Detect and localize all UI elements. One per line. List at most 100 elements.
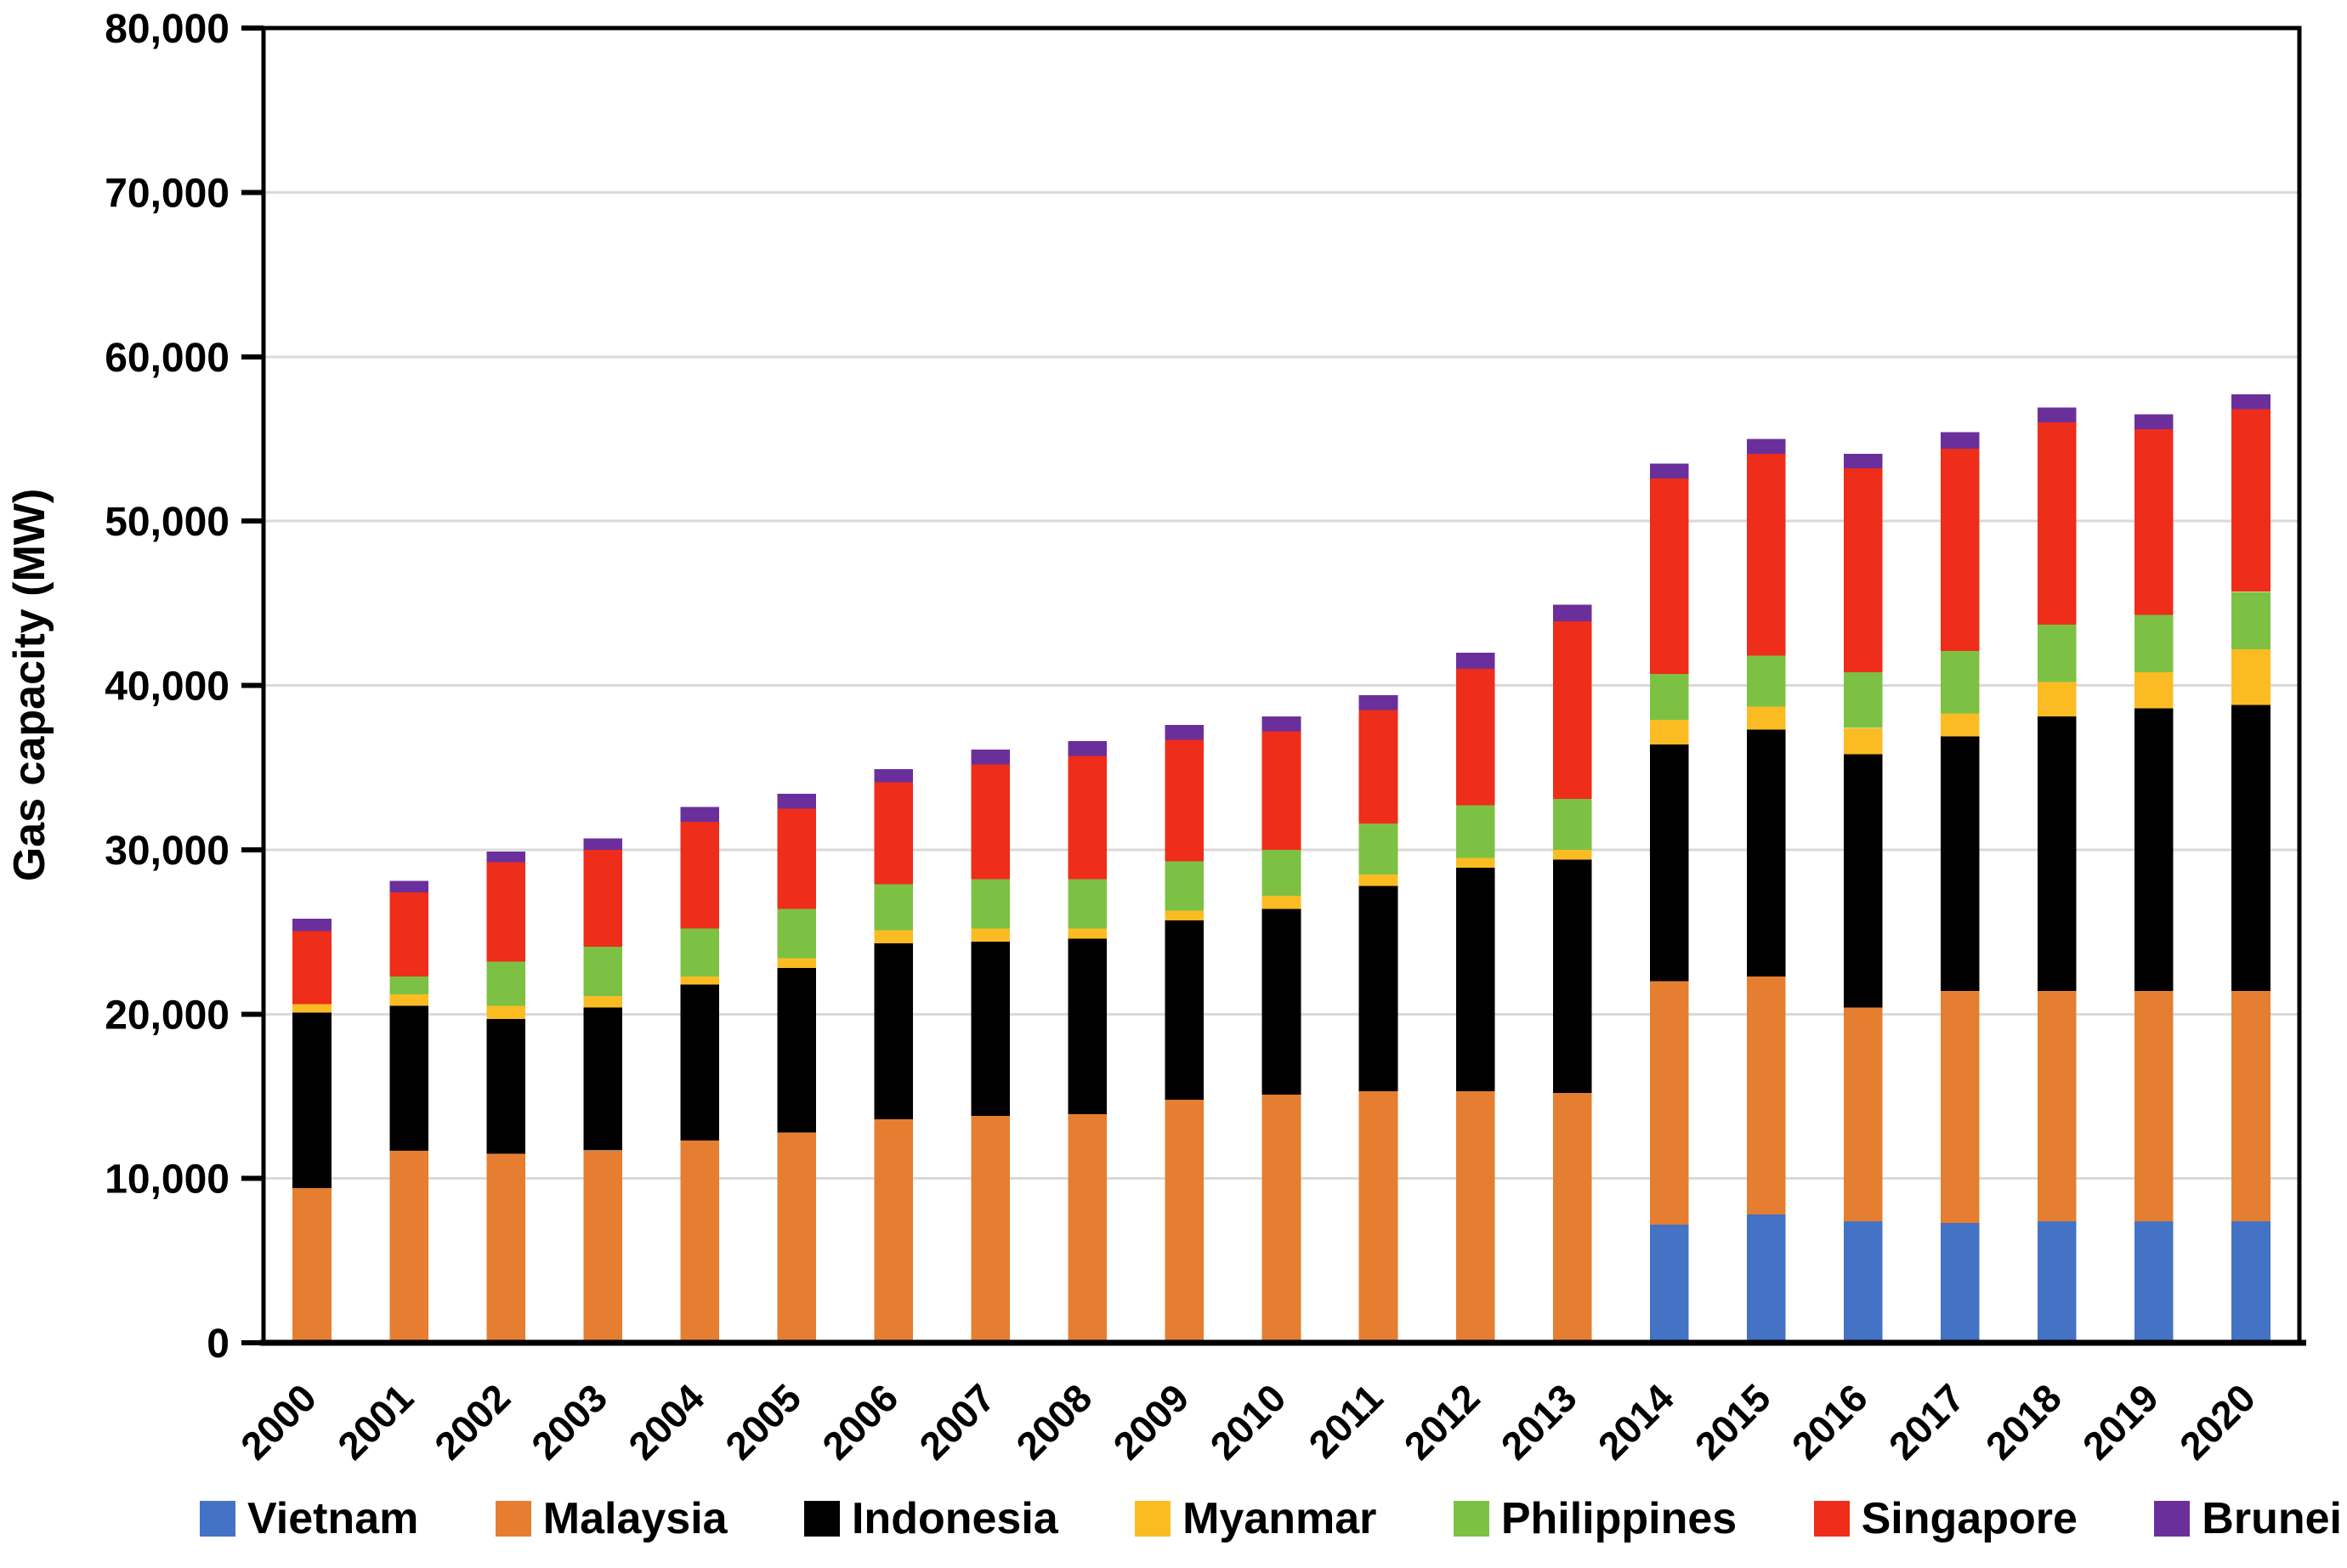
bar-2018 <box>2038 407 2077 1343</box>
bar-segment-philippines-2019 <box>2134 614 2174 672</box>
bar-2017 <box>1941 432 1980 1343</box>
bar-segment-myanmar-2000 <box>292 1004 332 1013</box>
legend-swatch-brunei <box>2154 1501 2191 1537</box>
bar-segment-myanmar-2007 <box>971 928 1011 942</box>
bar-segment-vietnam-2019 <box>2134 1220 2174 1343</box>
bar-segment-indonesia-2013 <box>1552 859 1592 1094</box>
bar-segment-philippines-2010 <box>1261 849 1301 896</box>
bar-segment-indonesia-2009 <box>1165 920 1205 1100</box>
bar-segment-singapore-2020 <box>2231 409 2270 592</box>
bar-segment-philippines-2020 <box>2231 592 2270 649</box>
bar-segment-singapore-2007 <box>971 764 1011 880</box>
legend-swatch-myanmar <box>1135 1501 1171 1537</box>
bar-segment-myanmar-2018 <box>2038 682 2077 717</box>
bar-2009 <box>1165 724 1205 1343</box>
bar-segment-brunei-2011 <box>1358 695 1398 710</box>
x-tick-label-2007: 2007 <box>910 1375 1003 1468</box>
y-axis-title: Gas capacity (MW) <box>5 489 54 881</box>
x-tick-label-2004: 2004 <box>620 1375 712 1468</box>
bar-segment-myanmar-2017 <box>1941 713 1980 737</box>
bar-2006 <box>874 769 914 1343</box>
bar-segment-malaysia-2013 <box>1552 1093 1592 1343</box>
bar-segment-singapore-2015 <box>1746 453 1786 656</box>
bar-segment-indonesia-2002 <box>486 1019 525 1154</box>
bar-segment-indonesia-2017 <box>1941 736 1980 992</box>
bar-2005 <box>777 794 817 1343</box>
x-tick-label-2012: 2012 <box>1396 1375 1488 1468</box>
bar-2002 <box>486 851 525 1343</box>
axes <box>241 25 2306 1346</box>
legend-label-philippines: Philippines <box>1500 1494 1738 1543</box>
bar-segment-singapore-2004 <box>680 822 719 929</box>
bar-segment-malaysia-2004 <box>680 1141 719 1343</box>
bar-2000 <box>292 919 332 1343</box>
bar-segment-myanmar-2013 <box>1552 849 1592 860</box>
bar-segment-philippines-2013 <box>1552 798 1592 850</box>
chart-legend: Vietnam Malaysia Indonesia Myanmar Philippin… <box>200 1480 2342 1557</box>
bar-segment-malaysia-2019 <box>2134 991 2174 1221</box>
bar-segment-myanmar-2002 <box>486 1005 525 1020</box>
bar-segment-singapore-2011 <box>1358 710 1398 824</box>
bar-segment-myanmar-2009 <box>1165 910 1205 920</box>
bar-segment-myanmar-2003 <box>583 996 622 1008</box>
y-tick-label: 60,000 <box>105 336 230 381</box>
bar-segment-myanmar-2004 <box>680 976 719 985</box>
bar-segment-brunei-2019 <box>2134 414 2174 429</box>
bar-segment-indonesia-2015 <box>1746 729 1786 976</box>
bar-segment-indonesia-2019 <box>2134 708 2174 992</box>
y-tick-label: 0 <box>207 1322 230 1367</box>
bar-segment-indonesia-2018 <box>2038 716 2077 992</box>
legend-label-myanmar: Myanmar <box>1182 1494 1377 1543</box>
bar-2012 <box>1455 652 1495 1343</box>
bar-segment-malaysia-2006 <box>874 1119 914 1343</box>
x-tick-label-2001: 2001 <box>329 1375 422 1468</box>
bar-segment-indonesia-2007 <box>971 942 1011 1117</box>
bar-segment-indonesia-2005 <box>777 968 817 1133</box>
bar-segment-philippines-2015 <box>1746 655 1786 707</box>
bar-segment-brunei-2008 <box>1068 741 1108 756</box>
bar-segment-malaysia-2007 <box>971 1116 1011 1343</box>
legend-item-myanmar: Myanmar <box>1135 1493 1376 1544</box>
bar-2003 <box>583 838 622 1343</box>
bar-segment-philippines-2014 <box>1649 674 1689 721</box>
legend-item-vietnam: Vietnam <box>200 1493 418 1544</box>
x-tick-label-2009: 2009 <box>1104 1375 1197 1468</box>
bar-segment-brunei-2005 <box>777 794 817 809</box>
legend-item-brunei: Brunei <box>2154 1493 2342 1544</box>
bar-2007 <box>971 749 1011 1343</box>
bar-segment-indonesia-2014 <box>1649 744 1689 982</box>
bar-segment-philippines-2016 <box>1844 672 1883 728</box>
bar-segment-myanmar-2012 <box>1455 858 1495 869</box>
bar-segment-malaysia-2010 <box>1261 1095 1301 1343</box>
bar-segment-malaysia-2003 <box>583 1150 622 1343</box>
bar-segment-myanmar-2001 <box>389 994 428 1006</box>
bar-segment-brunei-2015 <box>1746 439 1786 454</box>
bar-segment-indonesia-2016 <box>1844 754 1883 1008</box>
bar-segment-vietnam-2017 <box>1941 1222 1980 1343</box>
bar-segment-philippines-2018 <box>2038 625 2077 682</box>
x-tick-label-2003: 2003 <box>523 1375 615 1468</box>
x-tick-label-2008: 2008 <box>1007 1375 1100 1468</box>
bar-segment-indonesia-2020 <box>2231 705 2270 992</box>
bar-2020 <box>2231 394 2270 1343</box>
x-tick-label-2006: 2006 <box>814 1375 906 1468</box>
y-tick-label: 20,000 <box>105 993 230 1038</box>
x-tick-label-2013: 2013 <box>1493 1375 1585 1468</box>
legend-swatch-malaysia <box>495 1501 531 1537</box>
legend-item-indonesia: Indonesia <box>803 1493 1058 1544</box>
bar-segment-singapore-2000 <box>292 931 332 1005</box>
x-tick-label-2014: 2014 <box>1590 1375 1682 1468</box>
bar-segment-indonesia-2008 <box>1068 938 1108 1115</box>
bar-segment-philippines-2003 <box>583 947 622 996</box>
bar-segment-singapore-2006 <box>874 782 914 885</box>
bar-segment-malaysia-2017 <box>1941 991 1980 1223</box>
x-tick-label-2011: 2011 <box>1300 1375 1391 1466</box>
bar-segment-vietnam-2014 <box>1649 1224 1689 1343</box>
bar-segment-indonesia-2001 <box>389 1005 428 1151</box>
bar-segment-malaysia-2014 <box>1649 981 1689 1225</box>
bar-segment-vietnam-2016 <box>1844 1220 1883 1343</box>
bar-segment-brunei-2020 <box>2231 394 2270 410</box>
bar-segment-philippines-2006 <box>874 884 914 931</box>
